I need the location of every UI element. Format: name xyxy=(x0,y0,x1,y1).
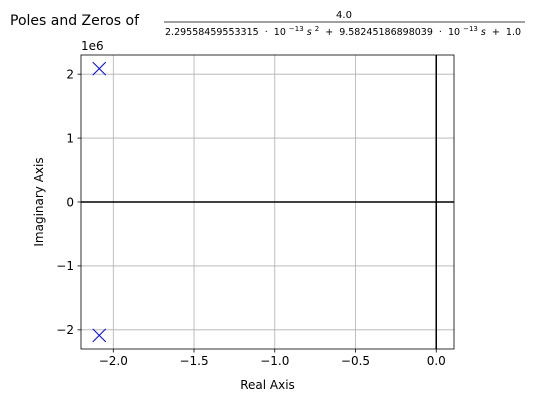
x-tick-label: 0.0 xyxy=(427,354,446,368)
denominator-exp-1: −13 xyxy=(289,25,304,33)
x-tick-label: −2.0 xyxy=(99,354,128,368)
y-tick-label: 0 xyxy=(66,195,74,209)
x-tick-label: −1.0 xyxy=(260,354,289,368)
denominator-ten-2: 10 xyxy=(448,27,460,38)
y-tick-label: 1 xyxy=(66,131,74,145)
denominator-plus-2: + xyxy=(492,27,500,38)
denominator-exp-2: −13 xyxy=(463,25,478,33)
x-axis-label: Real Axis xyxy=(240,378,295,392)
chart-title: Poles and Zeros of 4.0 2.29558459553315 … xyxy=(10,10,525,38)
y-tick-label: −2 xyxy=(56,323,74,337)
title-denominator: 2.29558459553315 · 10 −13 s 2 + 9.582451… xyxy=(165,23,521,38)
title-fraction: 4.0 2.29558459553315 · 10 −13 s 2 + 9.58… xyxy=(164,10,525,38)
y-tick-label: −1 xyxy=(56,259,74,273)
title-prefix: Poles and Zeros of xyxy=(10,13,140,29)
denominator-s-2: s xyxy=(481,27,486,38)
denominator-a-coef: 2.29558459553315 xyxy=(165,27,259,38)
pole-x-marker xyxy=(92,328,107,343)
zero-axis-lines xyxy=(81,55,454,349)
pole-markers xyxy=(92,61,107,343)
y-tick-label: 2 xyxy=(66,67,74,81)
x-ticks: −2.0 −1.5 −1.0 −0.5 0.0 xyxy=(99,349,446,368)
denominator-sq: 2 xyxy=(315,25,319,33)
title-numerator: 4.0 xyxy=(336,10,352,21)
x-tick-label: −1.5 xyxy=(179,354,208,368)
denominator-ten-1: 10 xyxy=(274,27,286,38)
denominator-cdot-1: · xyxy=(265,27,268,38)
denominator-b-coef: 9.58245186898039 xyxy=(339,27,433,38)
denominator-s-1: s xyxy=(307,27,312,38)
denominator-cdot-2: · xyxy=(439,27,442,38)
y-offset-label: 1e6 xyxy=(81,39,104,53)
pole-x-marker xyxy=(92,61,107,76)
y-axis-label: Imaginary Axis xyxy=(32,157,46,246)
y-ticks: −2 −1 0 1 2 xyxy=(56,67,81,337)
denominator-c-coef: 1.0 xyxy=(506,27,521,38)
denominator-plus-1: + xyxy=(325,27,333,38)
x-tick-label: −0.5 xyxy=(341,354,370,368)
